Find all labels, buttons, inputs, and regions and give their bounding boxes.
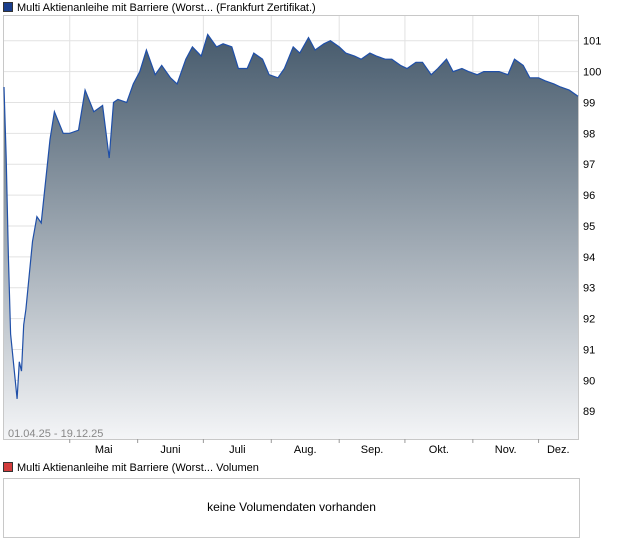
date-range-label: 01.04.25 - 19.12.25 — [8, 428, 103, 440]
y-tick-label: 93 — [583, 283, 595, 295]
y-tick-label: 95 — [583, 221, 595, 233]
volume-panel: keine Volumendaten vorhanden — [3, 478, 580, 538]
price-area — [4, 34, 578, 439]
volume-legend: Multi Aktienanleihe mit Barriere (Worst.… — [3, 461, 259, 475]
x-tick-label: Sep. — [361, 444, 384, 456]
price-chart: 89 90 91 92 93 94 95 96 97 98 99 100 101 Mai Juni Juli… — [3, 15, 601, 456]
y-axis: 89 90 91 92 93 94 95 96 97 98 99 100 101 — [583, 36, 601, 419]
price-legend: Multi Aktienanleihe mit Barriere (Worst.… — [3, 1, 316, 15]
x-tick-label: Nov. — [495, 444, 517, 456]
y-tick-label: 98 — [583, 128, 595, 140]
x-tick-label: Juli — [229, 444, 246, 456]
volume-legend-label: Multi Aktienanleihe mit Barriere (Worst.… — [17, 462, 259, 474]
y-tick-label: 101 — [583, 36, 601, 48]
x-tick-label: Okt. — [429, 444, 449, 456]
y-tick-label: 97 — [583, 159, 595, 171]
price-line — [3, 33, 579, 399]
y-tick-label: 100 — [583, 67, 601, 79]
x-axis: Mai Juni Juli Aug. Sep. Okt. Nov. Dez. — [69, 439, 570, 456]
y-tick-label: 94 — [583, 252, 595, 264]
x-tick-label: Aug. — [294, 444, 317, 456]
volume-legend-swatch — [3, 462, 13, 472]
x-tick-label: Dez. — [547, 444, 570, 456]
y-tick-label: 89 — [583, 406, 595, 418]
y-tick-label: 90 — [583, 375, 595, 387]
y-tick-label: 96 — [583, 190, 595, 202]
x-tick-label: Mai — [95, 444, 113, 456]
x-tick-label: Juni — [160, 444, 180, 456]
y-tick-label: 99 — [583, 97, 595, 109]
y-tick-label: 92 — [583, 314, 595, 326]
price-legend-swatch — [3, 2, 13, 12]
y-tick-label: 91 — [583, 344, 595, 356]
volume-empty-message: keine Volumendaten vorhanden — [207, 500, 376, 514]
price-legend-label: Multi Aktienanleihe mit Barriere (Worst.… — [17, 2, 316, 14]
